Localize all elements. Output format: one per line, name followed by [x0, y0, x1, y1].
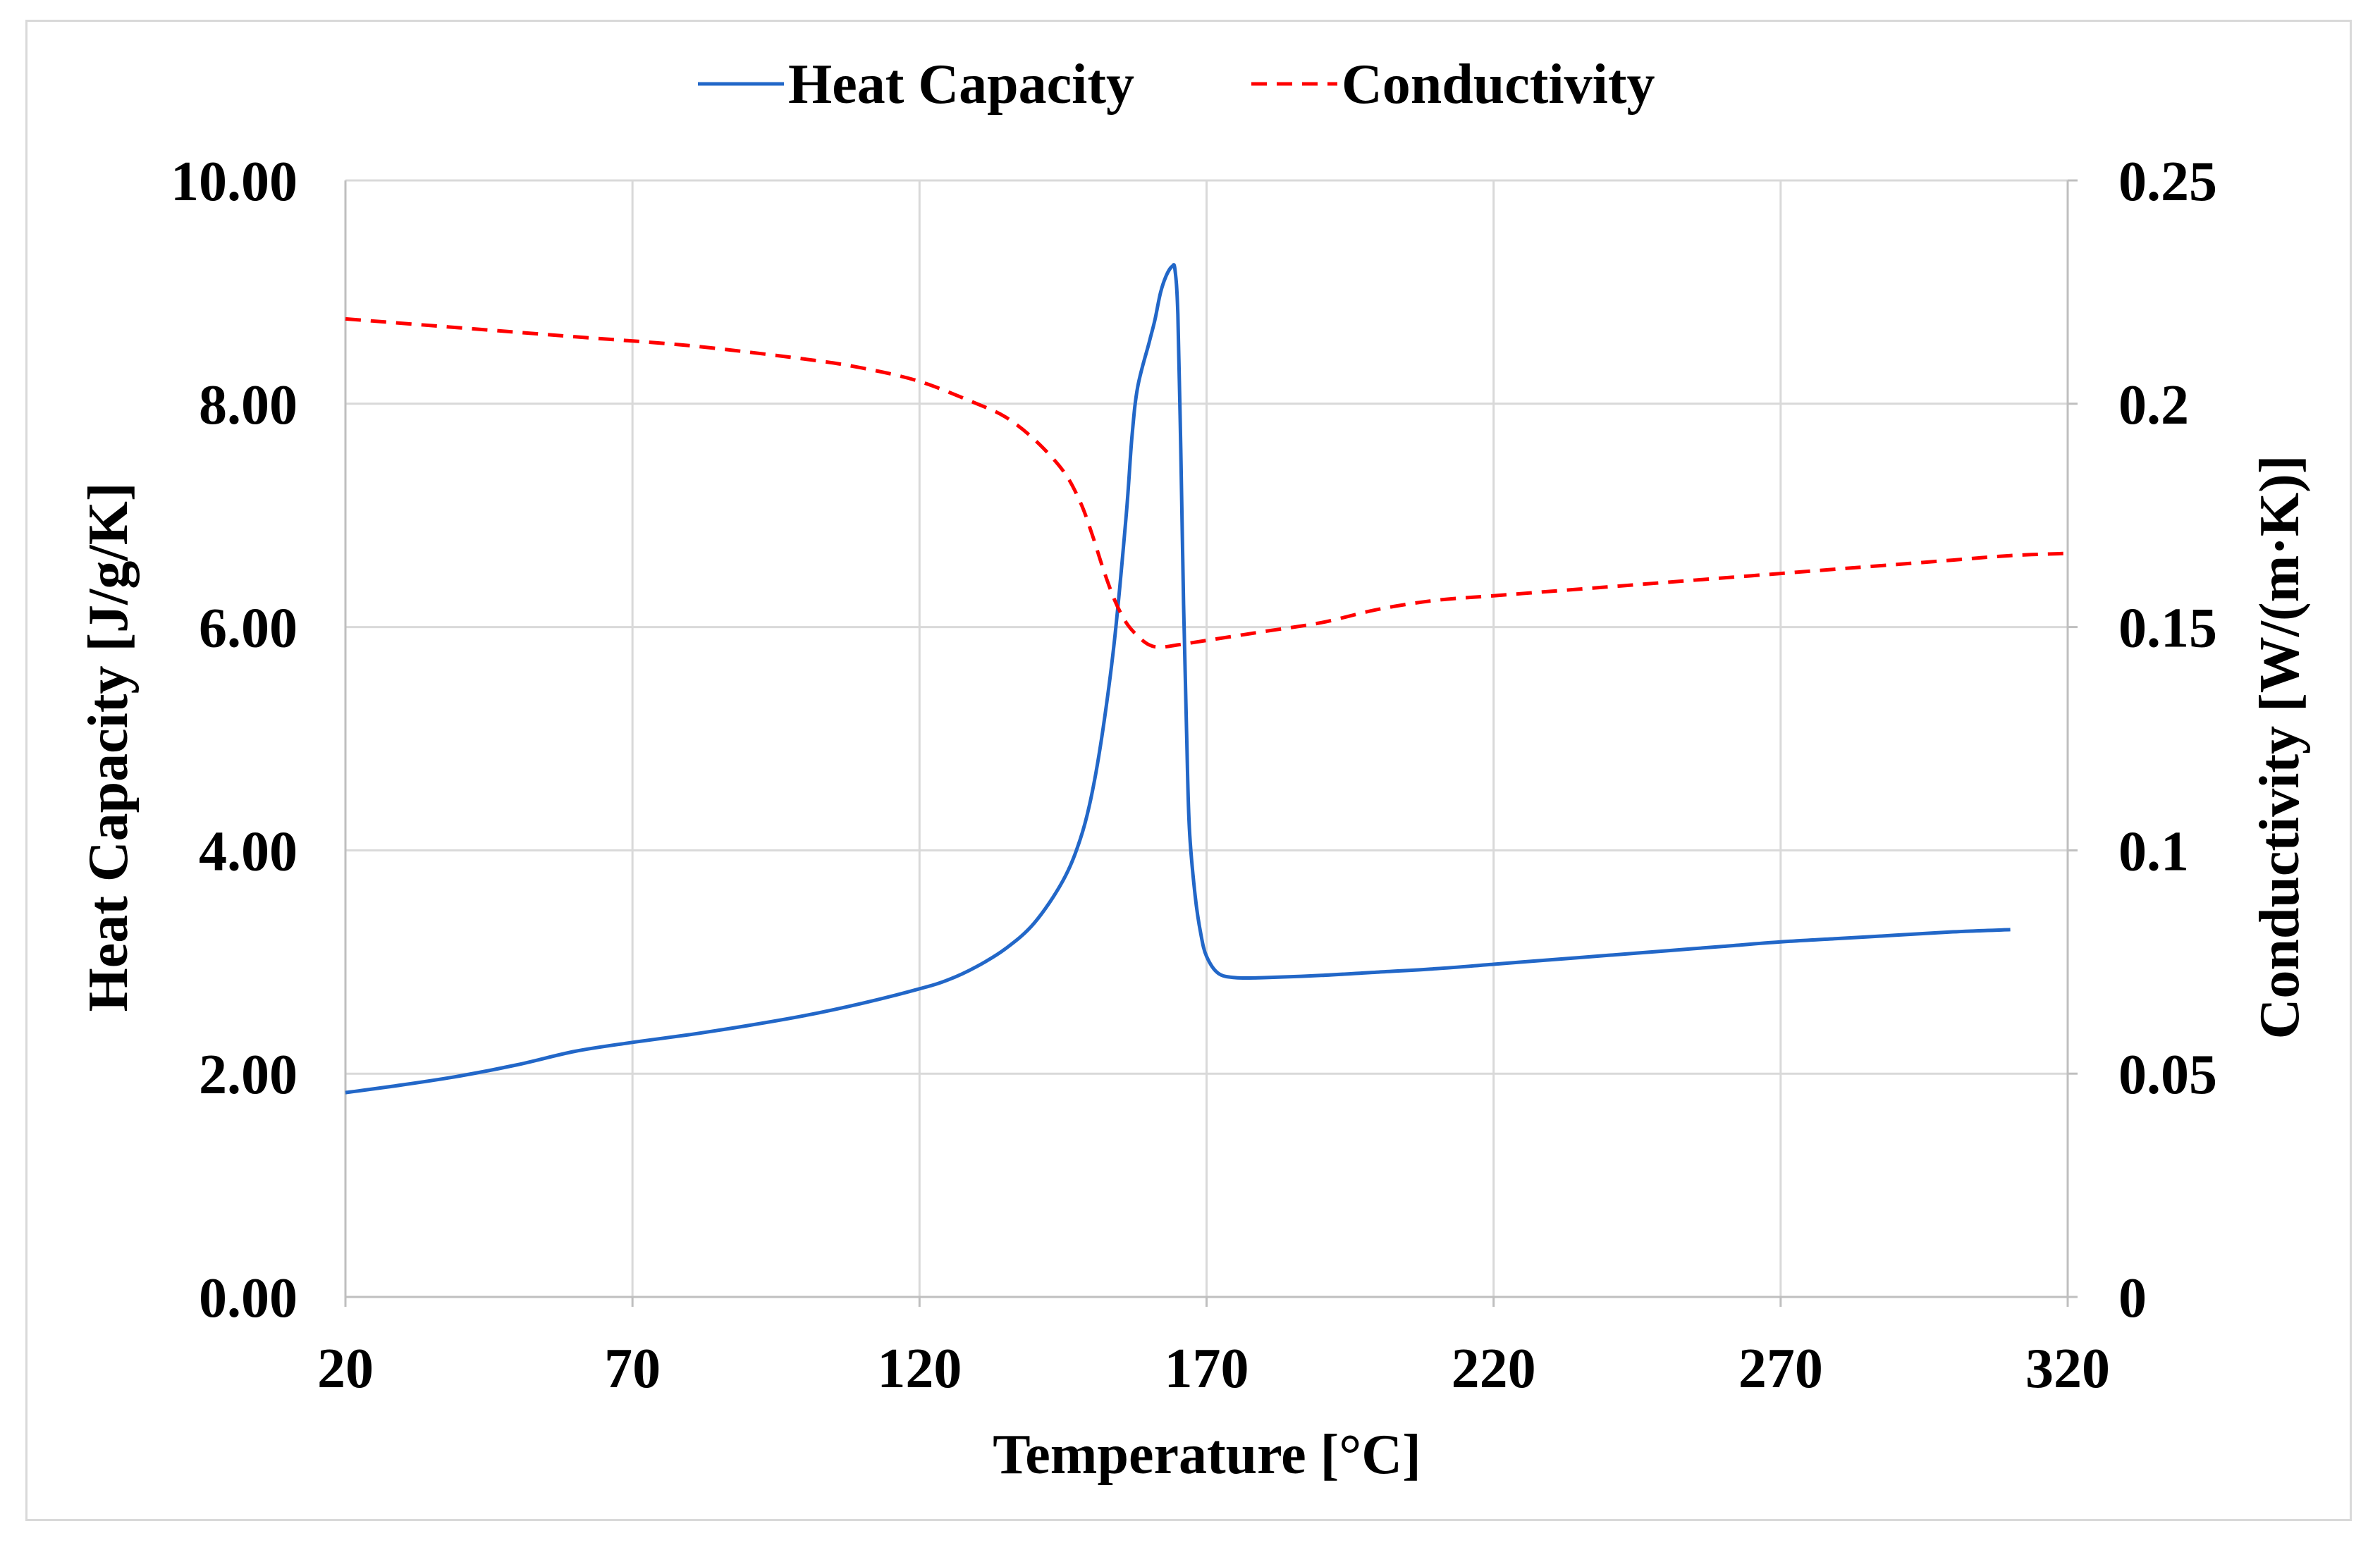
- legend-conductivity-label: Conductivity: [1342, 54, 1655, 116]
- y2-tick-label: 0.2: [2118, 374, 2189, 436]
- x-tick-label: 120: [877, 1338, 962, 1400]
- y-axis-title: Heat Capacity [J/g/K]: [78, 483, 140, 1012]
- y-tick-label: 0.00: [199, 1267, 298, 1329]
- series-line-heat-capacity: [345, 263, 2011, 1095]
- x-axis-title: Temperature [°C]: [993, 1424, 1421, 1486]
- x-tick-label: 320: [2025, 1338, 2110, 1400]
- x-tick-label: 220: [1452, 1338, 1536, 1400]
- x-tick-label: 270: [1738, 1338, 1823, 1400]
- y2-tick-label: 0: [2118, 1267, 2147, 1329]
- y-tick-label: 6.00: [199, 598, 298, 660]
- series-layer: [345, 263, 2068, 1095]
- y2-axis-title: Conductivity [W/(m·K)]: [2249, 455, 2311, 1040]
- y2-tick-label: 0.05: [2118, 1044, 2217, 1106]
- y-tick-label: 4.00: [199, 820, 298, 882]
- legend: Heat Capacity Conductivity: [698, 54, 1655, 116]
- x-tick-label: 70: [604, 1338, 661, 1400]
- y2-tick-label: 0.15: [2118, 598, 2217, 660]
- x-tick-label: 20: [317, 1338, 374, 1400]
- y-tick-label: 2.00: [199, 1044, 298, 1106]
- y-tick-label: 8.00: [199, 374, 298, 436]
- y-tick-label: 10.00: [171, 151, 298, 213]
- tick-layer: 20 70 120 170 220 270 320 0.00 2.00 4.00 6.00 8.00 1…: [171, 151, 2217, 1400]
- grid-layer: [344, 179, 2078, 1307]
- legend-heat-capacity-label: Heat Capacity: [788, 54, 1134, 116]
- y2-tick-label: 0.25: [2118, 151, 2217, 213]
- y2-tick-label: 0.1: [2118, 820, 2189, 882]
- x-tick-label: 170: [1165, 1338, 1249, 1400]
